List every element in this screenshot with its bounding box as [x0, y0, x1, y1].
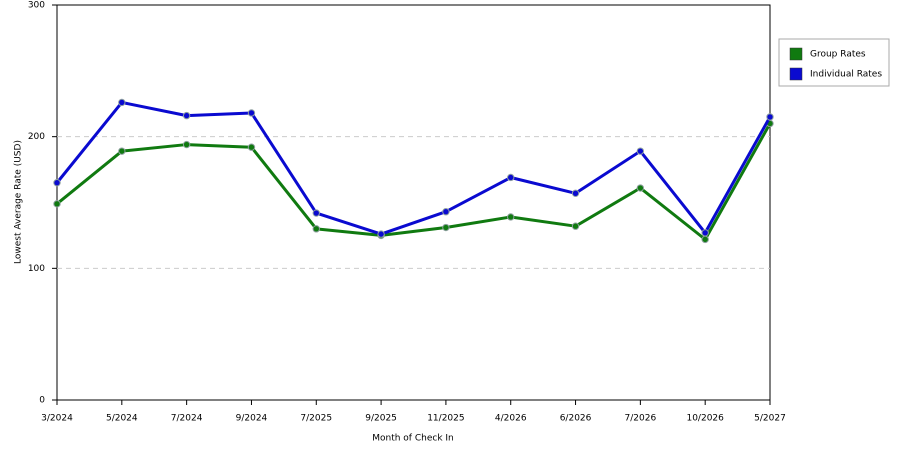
x-tick-label: 11/2025	[427, 414, 464, 424]
x-tick-label: 3/2024	[41, 414, 73, 424]
data-point	[766, 113, 774, 121]
data-point	[118, 147, 126, 155]
data-point	[312, 209, 320, 217]
data-point	[507, 213, 515, 221]
series-line	[55, 100, 772, 236]
data-point	[53, 200, 61, 208]
data-point	[571, 222, 580, 230]
data-point	[507, 173, 515, 182]
data-point	[312, 225, 320, 233]
x-tick-label: 7/2025	[300, 414, 332, 424]
x-tick-label: 7/2026	[625, 414, 657, 424]
data-point	[701, 235, 709, 244]
data-point	[182, 111, 191, 120]
x-axis-title: Month of Check In	[372, 434, 454, 444]
legend-label: Individual Rates	[810, 70, 882, 80]
y-tick-label: 100	[28, 264, 45, 274]
x-tick-label: 7/2024	[171, 414, 203, 424]
y-tick-label: 300	[28, 1, 45, 11]
x-tick-label: 6/2026	[560, 414, 592, 424]
data-point	[571, 189, 580, 197]
legend-label: Group Rates	[810, 50, 866, 60]
data-point	[182, 140, 191, 149]
series-line	[56, 122, 772, 241]
plot-frame	[56, 4, 771, 401]
data-point	[118, 98, 126, 107]
x-tick-label: 5/2024	[106, 414, 138, 424]
data-point	[701, 229, 709, 237]
data-point	[442, 208, 450, 216]
data-point	[442, 223, 450, 232]
data-point	[636, 147, 645, 155]
y-axis-title: Lowest Average Rate (USD)	[14, 140, 24, 264]
x-tick-label: 9/2024	[236, 414, 268, 424]
legend-swatch	[789, 67, 803, 81]
data-point	[636, 184, 645, 192]
y-tick-label: 0	[39, 396, 45, 406]
y-tick-label: 200	[28, 132, 45, 142]
data-point	[377, 230, 385, 238]
x-tick-label: 5/2027	[754, 414, 786, 424]
x-tick-label: 4/2026	[495, 414, 527, 424]
x-tick-label: 10/2026	[686, 414, 724, 424]
data-point	[247, 109, 256, 117]
x-tick-label: 9/2025	[365, 414, 397, 424]
data-point	[53, 179, 61, 187]
legend-swatch	[789, 47, 803, 61]
data-point	[247, 143, 256, 151]
